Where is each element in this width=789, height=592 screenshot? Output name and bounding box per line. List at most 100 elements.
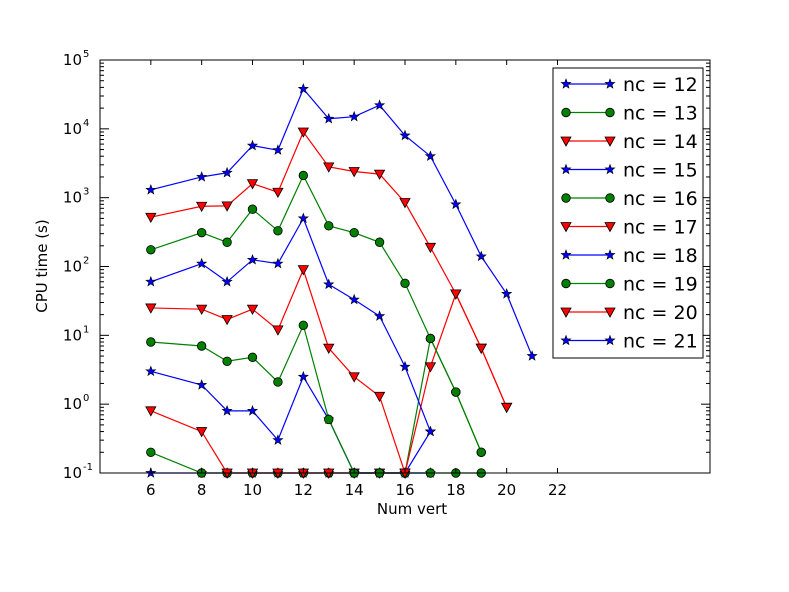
data-point <box>526 350 538 361</box>
y-tick-label: 10 <box>63 51 82 69</box>
data-point <box>297 127 310 138</box>
x-tick-label: 20 <box>497 481 516 499</box>
data-point <box>246 404 259 416</box>
x-tick-label: 22 <box>548 481 567 499</box>
data-point <box>297 370 309 382</box>
data-point <box>195 427 208 438</box>
x-tick-label: 8 <box>197 481 207 499</box>
data-point <box>298 320 309 330</box>
data-point <box>399 360 411 372</box>
legend-marker <box>604 78 616 89</box>
data-point <box>399 129 411 141</box>
data-point <box>323 343 335 355</box>
data-point <box>145 406 157 417</box>
data-point <box>324 221 334 231</box>
legend-marker <box>605 278 615 289</box>
legend-marker <box>604 334 616 346</box>
data-point <box>450 198 462 210</box>
data-point <box>146 447 156 457</box>
data-point <box>349 227 359 238</box>
data-point <box>146 337 156 347</box>
legend-marker <box>605 107 615 118</box>
data-point <box>348 110 360 122</box>
data-point <box>272 257 284 269</box>
data-point <box>196 341 207 351</box>
x-tick-label: 18 <box>446 481 465 499</box>
legend-marker <box>560 163 572 175</box>
x-tick-label: 6 <box>146 481 156 499</box>
data-point <box>297 212 309 224</box>
y-tick-exponent: 1 <box>83 324 89 335</box>
data-point <box>400 278 410 289</box>
y-tick-exponent: 0 <box>83 393 89 404</box>
data-point <box>145 303 157 314</box>
data-point <box>273 226 283 236</box>
data-point <box>450 289 462 300</box>
data-point <box>196 227 207 238</box>
data-point <box>272 144 284 155</box>
data-point <box>475 250 487 262</box>
data-point <box>196 257 208 269</box>
data-point <box>399 198 411 209</box>
data-point <box>221 166 233 178</box>
data-point <box>247 352 258 362</box>
x-tick-label: 16 <box>395 481 414 499</box>
data-point <box>222 356 232 366</box>
legend-marker <box>560 222 572 233</box>
legend-marker <box>561 193 571 203</box>
data-point <box>424 362 437 373</box>
data-point <box>222 237 232 247</box>
data-point <box>195 201 208 213</box>
legend-marker <box>605 193 615 203</box>
y-axis-title: CPU time (s) <box>33 219 51 312</box>
legend-label: nc = 13 <box>623 103 698 125</box>
legend-marker <box>560 136 572 147</box>
x-tick-label: 10 <box>243 481 262 499</box>
data-point <box>500 402 513 414</box>
data-point <box>501 288 513 299</box>
data-point <box>196 171 208 182</box>
legend-marker <box>604 222 616 233</box>
data-point <box>195 304 208 315</box>
data-point <box>374 99 386 111</box>
legend-label: nc = 14 <box>623 131 698 153</box>
legend-label: nc = 12 <box>623 74 698 96</box>
legend-marker <box>560 334 572 346</box>
data-point <box>146 245 156 255</box>
data-point <box>424 425 436 437</box>
data-point <box>247 204 258 214</box>
data-point <box>348 167 360 178</box>
data-point <box>297 83 309 94</box>
legend-marker <box>561 107 571 118</box>
y-tick-label: 10 <box>63 395 82 413</box>
data-point <box>374 237 385 247</box>
legend-marker <box>560 78 572 89</box>
data-point <box>145 183 157 195</box>
data-point <box>196 379 208 390</box>
legend-label: nc = 21 <box>623 331 698 353</box>
data-point <box>475 343 487 355</box>
data-point <box>246 179 259 190</box>
data-point <box>272 325 284 336</box>
legend-label: nc = 20 <box>623 302 698 324</box>
data-point <box>145 275 157 287</box>
x-axis-title: Num vert <box>377 500 447 518</box>
y-tick-exponent: 4 <box>83 118 89 129</box>
y-tick-exponent: 5 <box>83 49 89 60</box>
legend-marker <box>604 307 616 318</box>
data-point <box>348 293 360 305</box>
legend-label: nc = 17 <box>623 217 698 239</box>
y-tick-label: 10 <box>63 258 82 276</box>
legend-marker <box>604 136 616 147</box>
data-point <box>424 242 437 254</box>
data-point <box>451 387 461 397</box>
data-point <box>145 212 157 224</box>
data-point <box>221 201 233 212</box>
data-point <box>246 139 259 151</box>
legend-marker <box>604 249 616 260</box>
legend: nc = 12 nc = 13 nc = 14 nc = 15 nc = 16 nc = … <box>552 67 704 359</box>
x-tick-label: 12 <box>294 481 313 499</box>
legend-label: nc = 18 <box>623 245 698 267</box>
data-point <box>373 169 386 180</box>
